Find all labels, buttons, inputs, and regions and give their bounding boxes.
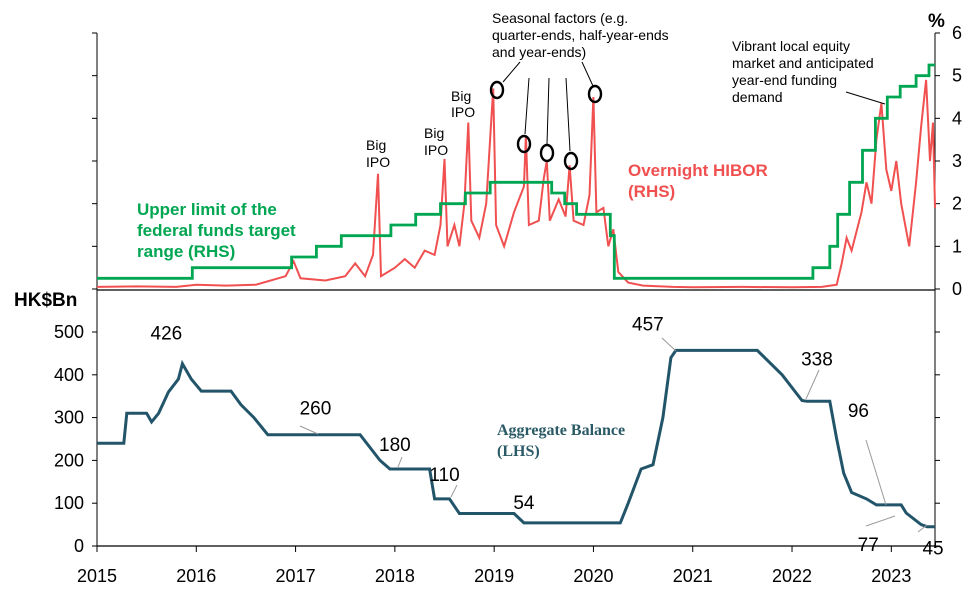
seasonal-leader-2 [524,77,530,135]
x-tick-label: 2021 [673,566,713,586]
vibrant-line-3: year-end funding [732,72,837,88]
bottom-unit-label: HK$Bn [14,290,77,311]
top-y-tick-label: 3 [952,151,962,171]
data-label: 96 [848,401,869,422]
big-ipo-2018a-line-2: IPO [424,142,448,158]
seasonal-line-2: quarter-ends, half-year-ends [492,27,669,43]
leader-180 [397,456,403,468]
top-y-tick-label: 4 [952,108,962,128]
hibor-label-line-1: Overnight HIBOR [628,161,768,180]
bottom-y-tick-label: 300 [54,408,84,428]
seasonal-line-3: and year-ends) [492,44,586,60]
top-y-tick-label: 2 [952,194,962,214]
ab-label-line-2: (LHS) [497,443,540,460]
leader-110 [450,484,458,498]
data-label: 54 [513,493,535,514]
data-label: 260 [300,399,332,420]
top-y-tick-label: 5 [952,66,962,86]
seasonal-line-1: Seasonal factors (e.g. [492,10,628,26]
leader-457 [661,337,677,352]
bottom-y-tick-label: 100 [54,493,84,513]
big-ipo-2018b-line-1: Big [451,88,471,104]
x-tick-label: 2020 [573,566,613,586]
x-tick-label: 2016 [176,566,216,586]
x-tick-label: 2017 [276,566,316,586]
seasonal-leader-1 [502,61,521,83]
top-y-ticks: 0 1 2 3 4 5 6 [92,23,962,299]
bottom-y-tick-label: 0 [74,536,84,556]
seasonal-circle-4 [563,151,579,171]
seasonal-circle-2 [516,134,532,154]
vibrant-line-4: demand [732,89,783,105]
aggregate-balance-legend-label: Aggregate Balance (LHS) [497,422,625,460]
hibor-legend-label: Overnight HIBOR (RHS) [628,161,768,201]
hibor-label-line-2: (RHS) [628,182,675,201]
seasonal-circle-3 [539,143,555,163]
ab-label-line-1: Aggregate Balance [497,422,625,439]
data-label: 45 [922,539,943,560]
data-label: 180 [379,435,411,456]
top-y-tick-label: 6 [952,23,962,43]
seasonal-factors-annotation: Seasonal factors (e.g. quarter-ends, hal… [489,10,669,171]
data-label-leaders [299,337,928,533]
bottom-y-tick-label: 500 [54,322,84,342]
leader-45 [917,524,928,533]
x-ticks: 2015 2016 2017 2018 2019 2020 2021 2022 2023 [77,546,911,586]
x-tick-label: 2018 [375,566,415,586]
seasonal-leader-3 [546,77,550,145]
bottom-y-tick-label: 200 [54,450,84,470]
fed-label-line-1: Upper limit of the [137,200,277,219]
big-ipo-annotation-2017: Big IPO [366,137,390,170]
big-ipo-2018a-line-1: Big [424,125,444,141]
fed-label-line-3: range (RHS) [137,242,235,261]
top-y-tick-label: 1 [952,236,962,256]
leader-96 [865,439,887,506]
vibrant-line-1: Vibrant local equity [732,38,850,54]
x-tick-label: 2023 [871,566,911,586]
bottom-y-tick-label: 400 [54,365,84,385]
top-unit-label: % [928,11,945,32]
big-ipo-annotation-2018b: Big IPO [451,88,475,120]
big-ipo-2017-line-2: IPO [366,154,390,170]
data-label: 110 [429,465,459,486]
x-tick-label: 2022 [772,566,812,586]
seasonal-leader-4 [565,77,571,152]
bottom-y-ticks: 0 100 200 300 400 500 [54,322,940,556]
seasonal-circle-5 [587,84,603,104]
vibrant-line-2: market and anticipated [732,55,874,71]
leader-338 [805,369,820,400]
top-y-tick-label: 0 [952,279,962,299]
vibrant-equity-annotation: Vibrant local equity market and anticipa… [732,38,886,105]
vibrant-leader [845,91,886,105]
seasonal-leader-5 [581,61,594,87]
data-label: 338 [801,349,833,370]
big-ipo-2018b-line-2: IPO [451,104,475,120]
data-label: 77 [858,535,879,556]
leader-260 [299,425,319,435]
fed-label-line-2: federal funds target [137,221,296,240]
big-ipo-2017-line-1: Big [366,137,386,153]
x-tick-label: 2019 [474,566,514,586]
data-label: 457 [632,314,664,335]
fed-funds-legend-label: Upper limit of the federal funds target … [137,200,296,261]
leader-77 [865,515,896,527]
data-label: 426 [151,324,183,345]
data-labels: 426 260 180 110 54 457 338 96 77 45 [151,314,944,559]
fed-funds-series-line [97,63,935,280]
big-ipo-annotation-2018a: Big IPO [424,125,448,158]
x-tick-label: 2015 [77,566,117,586]
seasonal-circle-1 [489,80,505,100]
aggregate-balance-series-line [97,348,935,529]
